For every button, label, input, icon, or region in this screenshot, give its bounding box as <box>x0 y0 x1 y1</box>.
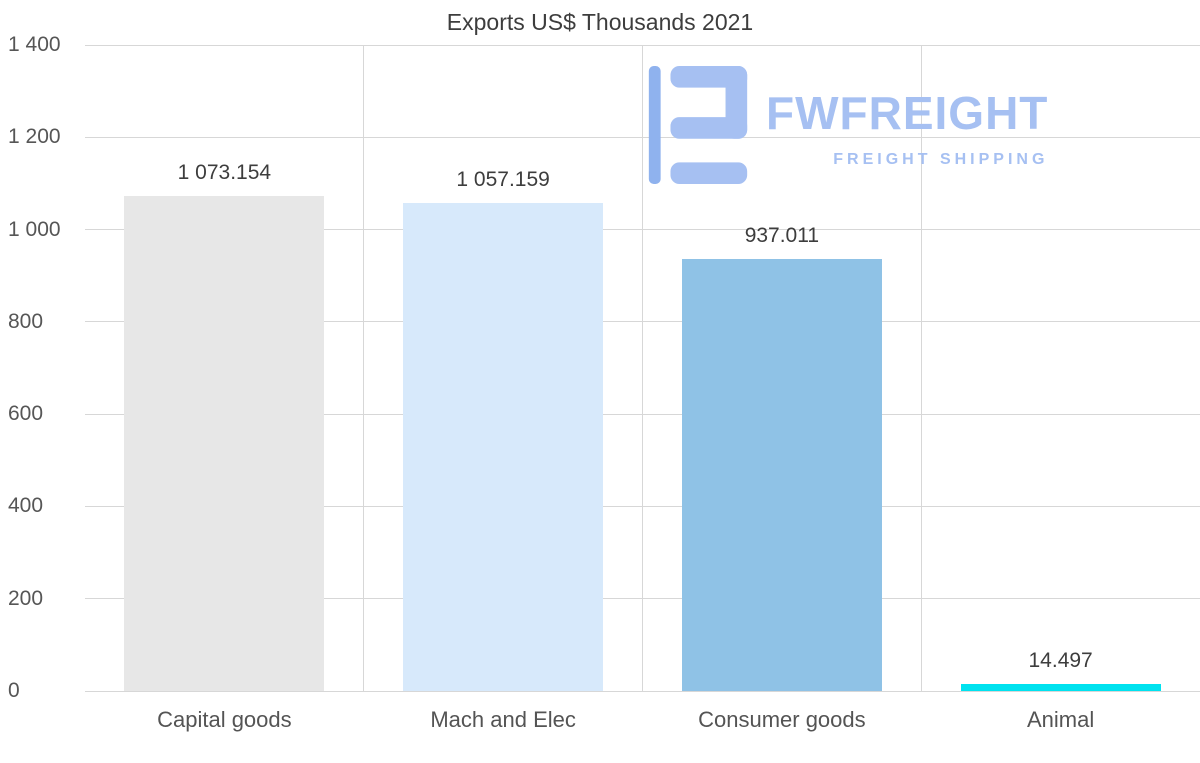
bar-consumer-goods <box>681 258 882 691</box>
gridline-category-separator <box>642 45 643 691</box>
bar-value-label-consumer-goods: 937.011 <box>744 223 820 247</box>
y-axis-tick-label: 1 200 <box>8 125 61 149</box>
fwfreight-logo-icon <box>648 66 748 184</box>
y-axis-tick-label: 600 <box>8 402 44 426</box>
logo-tagline: FREIGHT SHIPPING <box>833 150 1049 168</box>
gridline-category-separator <box>920 45 922 691</box>
y-axis-tick-label: 800 <box>8 309 44 333</box>
y-axis-tick-label: 1 400 <box>8 33 61 56</box>
x-axis-category-label-consumer-goods: Consumer goods <box>698 707 866 732</box>
chart-title: Exports US$ Thousands 2021 <box>446 9 754 35</box>
bar-animal <box>960 684 1161 691</box>
x-axis-category-label-mach-and-elec: Mach and Elec <box>430 707 576 732</box>
x-axis-category-label-capital-goods: Capital goods <box>157 707 292 732</box>
logo-text-block: FWFREIGHT FREIGHT SHIPPING <box>766 66 1048 169</box>
x-axis-category-label-animal: Animal <box>1027 707 1095 732</box>
logo-name: FWFREIGHT <box>766 87 1049 139</box>
gridline-y-0 <box>85 690 1200 692</box>
fwfreight-logo: FWFREIGHT FREIGHT SHIPPING <box>648 66 1048 184</box>
y-axis-tick-label: 200 <box>8 586 44 610</box>
y-axis-tick-label: 0 <box>8 679 20 702</box>
bar-value-label-mach-and-elec: 1 057.159 <box>456 168 550 192</box>
bar-capital-goods <box>124 195 325 691</box>
bar-value-label-capital-goods: 1 073.154 <box>177 160 272 184</box>
bar-value-label-animal: 14.497 <box>1028 649 1093 673</box>
y-axis-tick-label: 400 <box>8 494 44 518</box>
bar-mach-and-elec <box>403 203 604 691</box>
gridline-category-separator <box>363 45 365 691</box>
y-axis-tick-label: 1 000 <box>8 217 61 241</box>
